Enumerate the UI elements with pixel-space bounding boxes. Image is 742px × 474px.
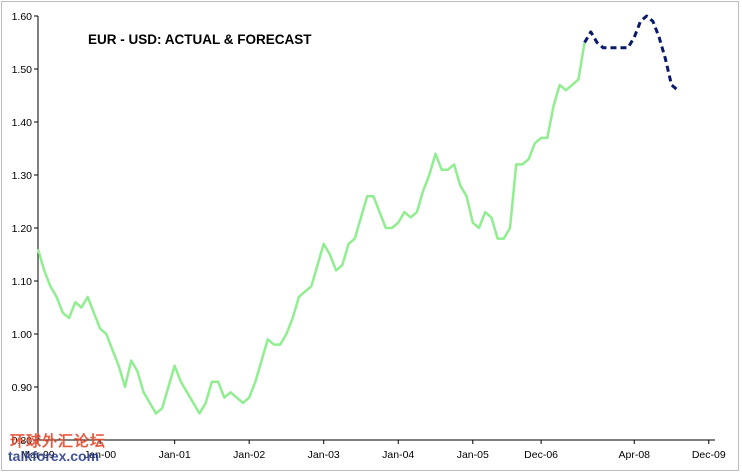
y-tick-label: 1.10 (12, 276, 33, 288)
chart-axes (34, 15, 715, 444)
x-tick-label: Jan-03 (308, 449, 340, 461)
x-tick-label: Apr-08 (618, 449, 650, 461)
actual-series-line (36, 42, 586, 415)
actual-series-shadow (37, 42, 586, 415)
x-tick-label: Dec-09 (692, 449, 726, 461)
y-tick-label: 1.50 (12, 64, 33, 76)
chart-title: EUR - USD: ACTUAL & FORECAST (88, 32, 312, 47)
y-tick-label: 1.00 (12, 329, 33, 341)
x-tick-label: Jan-00 (84, 449, 116, 461)
chart-labels: 0.80 0.90 1.00 1.10 1.20 1.30 1.40 1.50 1.60 Mar-… (12, 11, 726, 461)
x-tick-label: Jan-02 (233, 449, 265, 461)
x-tick-label: Jan-01 (159, 449, 191, 461)
y-tick-label: 1.20 (12, 223, 33, 235)
forecast-series-line (583, 14, 679, 92)
y-tick-label: 1.60 (12, 11, 33, 23)
y-tick-label: 1.30 (12, 170, 33, 182)
x-tick-label: Dec-06 (524, 449, 558, 461)
series-layer (36, 14, 679, 415)
x-tick-label: Mar-99 (21, 449, 54, 461)
y-tick-label: 1.40 (12, 117, 33, 129)
y-tick-label: 0.90 (12, 382, 33, 394)
x-tick-label: Jan-04 (382, 449, 414, 461)
x-tick-label: Jan-05 (457, 449, 489, 461)
y-tick-label: 0.80 (12, 435, 33, 447)
